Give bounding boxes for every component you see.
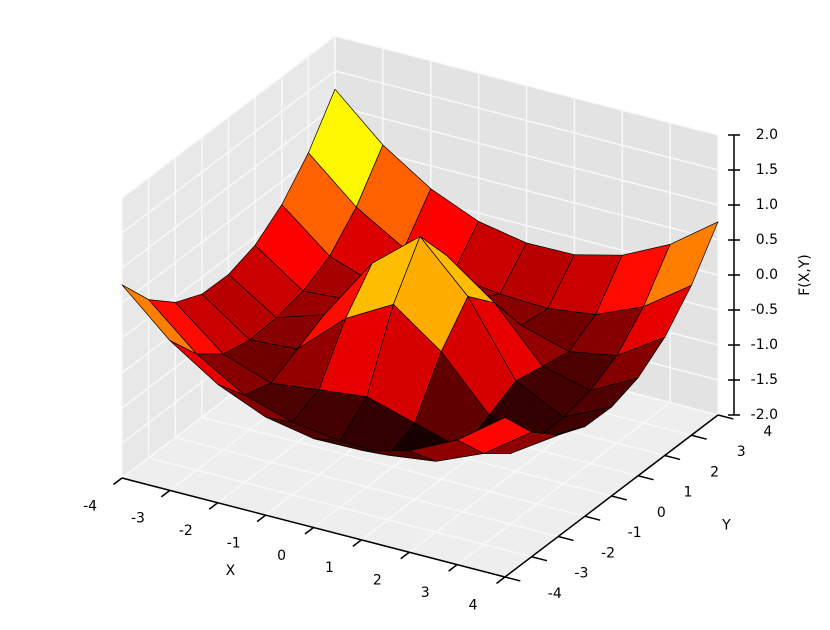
x-tick-label: -1 — [227, 535, 241, 551]
z-tick-label: 1.0 — [756, 197, 778, 213]
x-tick — [352, 539, 362, 547]
y-tick-label: 0 — [657, 505, 666, 521]
y-tick-label: -1 — [628, 525, 642, 541]
y-tick — [611, 495, 628, 501]
y-tick-label: 2 — [710, 464, 719, 480]
x-tick-label: 2 — [373, 573, 382, 589]
y-tick — [558, 535, 574, 542]
z-tick-label: -1.5 — [751, 372, 778, 388]
x-tick — [208, 502, 219, 510]
x-tick-label: 3 — [421, 585, 430, 601]
y-tick-label: 4 — [763, 424, 772, 440]
y-axis-label: Y — [721, 518, 731, 534]
z-tick-label: 1.5 — [756, 162, 778, 178]
y-tick-label: 3 — [737, 444, 746, 460]
y-tick — [531, 556, 548, 562]
x-tick — [256, 514, 267, 523]
y-tick — [691, 434, 707, 440]
y-tick-label: -2 — [601, 545, 615, 561]
x-tick-label: -2 — [179, 523, 193, 539]
z-tick-label: -0.5 — [751, 302, 778, 318]
z-tick-label: 0.5 — [756, 232, 778, 248]
z-tick-label: 0.0 — [756, 267, 778, 283]
grid-line — [121, 35, 719, 199]
y-tick — [584, 515, 601, 521]
z-tick-label: 2.0 — [756, 127, 778, 143]
grid-line — [121, 70, 719, 234]
y-tick-label: -3 — [574, 566, 588, 582]
surface — [121, 88, 719, 462]
x-tick — [160, 489, 171, 498]
x-tick — [400, 551, 410, 560]
y-tick — [664, 454, 681, 461]
x-tick — [113, 477, 123, 486]
y-tick — [717, 414, 734, 420]
y-tick-label: 1 — [683, 485, 692, 501]
x-tick — [304, 526, 314, 535]
x-tick — [448, 564, 458, 572]
x-tick — [496, 576, 506, 585]
z-axis-label: F(X,Y) — [797, 254, 813, 296]
x-tick-label: -4 — [83, 498, 97, 514]
x-tick-label: -3 — [131, 511, 145, 527]
x-tick-label: 4 — [469, 597, 478, 613]
surface-patch — [456, 417, 532, 454]
y-tick-label: -4 — [548, 586, 562, 602]
z-tick-label: -1.0 — [751, 337, 778, 353]
y-tick — [504, 576, 521, 582]
y-tick — [637, 475, 654, 481]
z-tick-label: -2.0 — [751, 407, 778, 423]
x-axis-label: X — [226, 563, 236, 579]
x-tick-label: 1 — [325, 560, 334, 576]
x-tick-label: 0 — [277, 548, 286, 564]
